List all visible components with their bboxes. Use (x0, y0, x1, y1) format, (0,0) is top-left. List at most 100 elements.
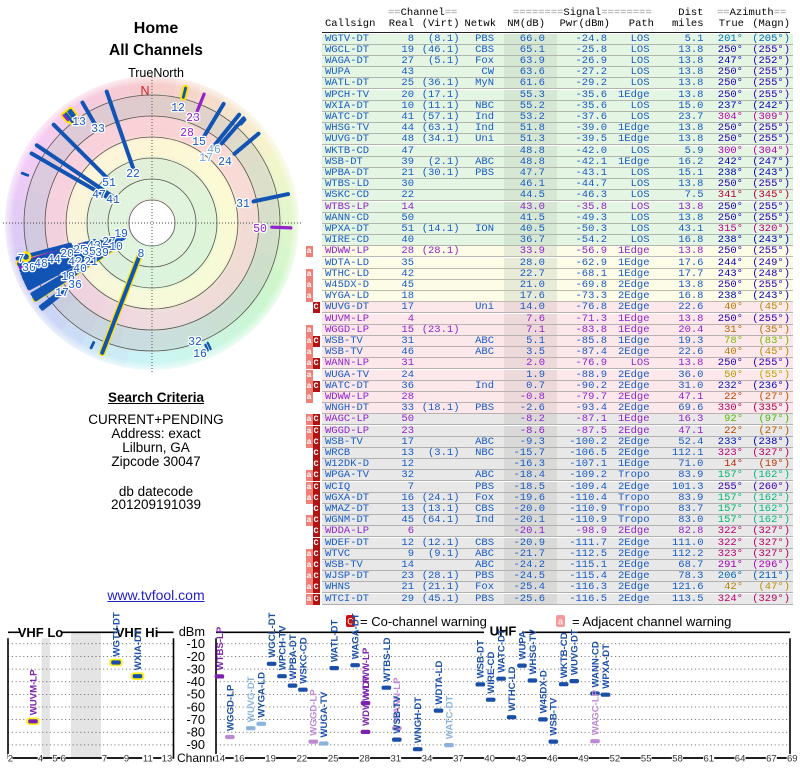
svg-text:34: 34 (422, 754, 433, 765)
svg-text:33: 33 (91, 123, 105, 136)
svg-text:22: 22 (126, 168, 140, 181)
svg-text:WTBS-LP: WTBS-LP (215, 626, 226, 670)
svg-text:49: 49 (578, 754, 589, 765)
svg-text:50: 50 (253, 223, 267, 236)
svg-text:4: 4 (38, 754, 43, 765)
svg-text:WAGA-DT: WAGA-DT (351, 613, 362, 659)
svg-text:14: 14 (215, 754, 226, 765)
svg-text:N: N (140, 84, 149, 98)
svg-text:= Co-channel warning: = Co-channel warning (360, 614, 487, 629)
svg-text:31: 31 (391, 754, 402, 765)
svg-text:40: 40 (73, 263, 87, 276)
svg-text:WTBS-LD: WTBS-LD (382, 637, 393, 681)
svg-text:WPXA-DT: WPXA-DT (601, 644, 612, 689)
svg-text:C: C (347, 617, 354, 627)
svg-text:WUVG-DT: WUVG-DT (246, 676, 257, 722)
svg-text:41: 41 (106, 194, 120, 207)
svg-text:WATL-DT: WATL-DT (330, 620, 341, 663)
svg-text:WPCH-TV: WPCH-TV (277, 625, 288, 670)
svg-text:22: 22 (297, 754, 308, 765)
svg-text:13: 13 (72, 116, 86, 129)
svg-text:67: 67 (766, 754, 777, 765)
svg-text:WSB-TV: WSB-TV (392, 695, 403, 733)
svg-text:44: 44 (47, 254, 61, 267)
svg-text:W45DX-D: W45DX-D (538, 670, 549, 713)
svg-text:WAGC-LP: WAGC-LP (590, 689, 601, 735)
svg-text:WANN-CD: WANN-CD (590, 641, 601, 687)
svg-text:10: 10 (109, 241, 123, 254)
svg-text:55: 55 (641, 754, 652, 765)
svg-text:19: 19 (114, 228, 128, 241)
svg-text:31: 31 (236, 198, 250, 211)
svg-text:48: 48 (34, 258, 48, 271)
svg-text:61: 61 (704, 754, 715, 765)
svg-text:35: 35 (82, 246, 96, 259)
svg-text:WGTV-DT: WGTV-DT (111, 612, 122, 656)
svg-text:25: 25 (328, 754, 339, 765)
svg-text:28: 28 (359, 754, 370, 765)
svg-text:WUGA-TV: WUGA-TV (319, 691, 330, 737)
svg-text:46: 46 (207, 144, 221, 157)
svg-text:18: 18 (61, 271, 75, 284)
svg-text:-70: -70 (187, 712, 206, 727)
svg-text:7: 7 (102, 754, 107, 765)
svg-text:WUVM-LP: WUVM-LP (28, 669, 39, 715)
svg-text:58: 58 (672, 754, 683, 765)
svg-text:7: 7 (18, 253, 25, 266)
svg-text:2: 2 (8, 754, 13, 765)
svg-text:43: 43 (87, 240, 101, 253)
svg-text:-20: -20 (187, 649, 206, 664)
svg-text:WATC-DT: WATC-DT (497, 629, 508, 673)
svg-text:UHF: UHF (490, 623, 517, 638)
svg-text:13: 13 (162, 754, 173, 765)
svg-text:WNGH-DT: WNGH-DT (413, 697, 424, 743)
svg-text:-30: -30 (187, 661, 206, 676)
svg-text:15: 15 (192, 136, 206, 149)
svg-text:WKTB-CD: WKTB-CD (559, 632, 570, 678)
svg-text:WXIA-DT: WXIA-DT (133, 629, 144, 670)
svg-text:20: 20 (60, 248, 74, 261)
svg-text:52: 52 (610, 754, 621, 765)
svg-text:16: 16 (234, 754, 245, 765)
svg-text:36: 36 (68, 279, 82, 292)
svg-text:a: a (558, 617, 563, 627)
svg-text:Channel: Channel (177, 751, 222, 765)
svg-text:-90: -90 (187, 737, 206, 752)
svg-text:23: 23 (186, 112, 200, 125)
svg-text:9: 9 (124, 754, 129, 765)
svg-text:WGCL-DT: WGCL-DT (267, 612, 278, 657)
svg-text:69: 69 (787, 754, 798, 765)
svg-text:WDWW-LP: WDWW-LP (361, 647, 372, 697)
svg-text:-50: -50 (187, 687, 206, 702)
svg-text:6: 6 (61, 754, 66, 765)
svg-text:WGGD-LP: WGGD-LP (225, 684, 236, 731)
svg-text:5: 5 (52, 754, 57, 765)
svg-text:WDTA-LD: WDTA-LD (434, 660, 445, 704)
svg-text:WTHC-LD: WTHC-LD (507, 666, 518, 711)
svg-text:24: 24 (218, 156, 232, 169)
svg-text:WANN-LP: WANN-LP (392, 677, 403, 722)
svg-text:46: 46 (547, 754, 558, 765)
svg-text:39: 39 (95, 247, 109, 260)
svg-text:28: 28 (180, 127, 194, 140)
svg-text:-40: -40 (187, 674, 206, 689)
svg-text:WUVG-DT: WUVG-DT (570, 629, 581, 675)
svg-text:42: 42 (68, 256, 82, 269)
svg-text:WSB-DT: WSB-DT (476, 640, 487, 679)
svg-text:25: 25 (73, 244, 87, 257)
svg-text:32: 32 (188, 336, 202, 349)
svg-text:WSB-TV: WSB-TV (549, 697, 560, 735)
svg-text:dBm: dBm (179, 624, 205, 639)
svg-text:30: 30 (22, 262, 36, 275)
svg-text:-60: -60 (187, 699, 206, 714)
svg-text:WDWW-LP: WDWW-LP (361, 676, 372, 726)
svg-text:40: 40 (484, 754, 495, 765)
svg-text:-80: -80 (187, 725, 206, 740)
svg-text:WGGD-LP: WGGD-LP (309, 689, 320, 736)
svg-text:27: 27 (102, 236, 116, 249)
svg-text:51: 51 (102, 177, 116, 190)
svg-text:WIRE-CD: WIRE-CD (486, 652, 497, 694)
svg-text:WPBA-DT: WPBA-DT (288, 634, 299, 679)
svg-text:= Adjacent channel warning: = Adjacent channel warning (572, 614, 731, 629)
svg-text:47: 47 (92, 189, 106, 202)
